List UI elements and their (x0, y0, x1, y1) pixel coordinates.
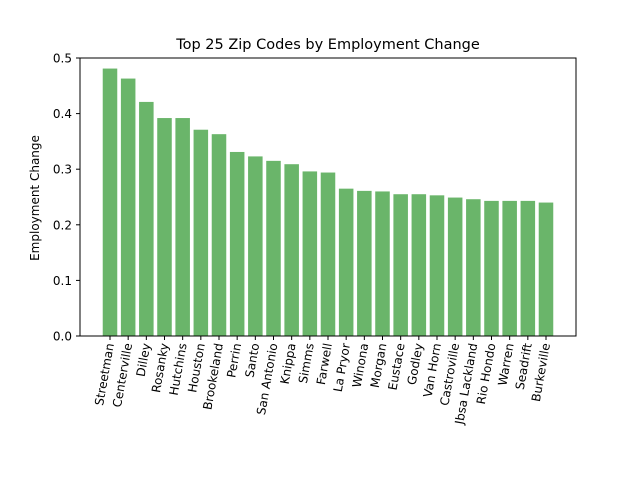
y-tick-label: 0.1 (53, 274, 72, 288)
bar-burkeville (538, 202, 554, 336)
bar-knippa (284, 164, 299, 336)
bar-san-antonio (266, 160, 281, 336)
bar-rio-hondo (484, 200, 499, 336)
y-tick-label: 0.0 (53, 330, 72, 344)
bar-centerville (120, 78, 136, 336)
bar-van-horn (429, 195, 445, 336)
y-tick-label: 0.5 (53, 52, 72, 66)
bar-jbsa-lackland (466, 199, 481, 336)
x-tick-label: Perrin (224, 342, 244, 379)
bar-hutchins (175, 118, 190, 336)
bar-brookeland (211, 134, 227, 336)
x-axis-ticks: StreetmanCentervilleDilleyRosankyHutchin… (92, 336, 553, 426)
bar-godley (411, 194, 427, 336)
x-tick-label: Knippa (278, 342, 299, 385)
bar-santo (248, 156, 263, 336)
bar-warren (502, 200, 517, 336)
bar-eustace (393, 194, 408, 336)
bar-streetman (102, 68, 118, 336)
bar-farwell (320, 172, 336, 336)
bar-houston (193, 129, 209, 336)
y-tick-label: 0.2 (53, 218, 72, 232)
y-axis-label: Employment Change (28, 135, 42, 261)
bars-layer (102, 68, 554, 336)
chart-title: Top 25 Zip Codes by Employment Change (175, 37, 480, 53)
y-tick-label: 0.4 (53, 107, 72, 121)
bar-perrin (229, 151, 245, 336)
x-tick-label: Simms (296, 342, 317, 384)
plot-area-frame (79, 57, 577, 337)
bar-castroville (447, 197, 463, 336)
y-tick-label: 0.3 (53, 163, 72, 177)
y-axis-ticks: 0.0 0.1 0.2 0.3 0.4 0.5 (53, 52, 80, 344)
bar-dilley (139, 101, 154, 336)
bar-morgan (375, 191, 390, 336)
x-tick-label: Santo (242, 342, 262, 379)
bar-rosanky (157, 118, 172, 336)
x-tick-label: Dilley (134, 342, 154, 378)
bar-simms (302, 171, 318, 336)
bar-seadrift (520, 200, 536, 336)
bar-la-pryor (338, 188, 354, 336)
bar-winona (357, 190, 372, 336)
